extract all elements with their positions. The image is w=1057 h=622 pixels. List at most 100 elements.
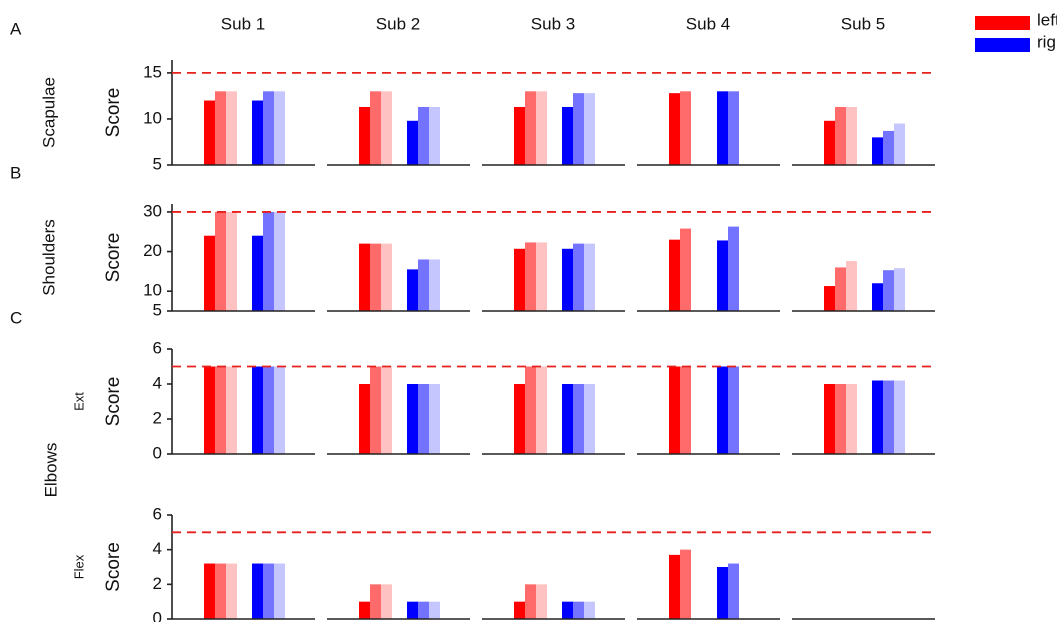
bar bbox=[370, 91, 381, 165]
y-axis-label: Score bbox=[103, 233, 124, 283]
bar bbox=[274, 366, 285, 454]
bar bbox=[872, 137, 883, 165]
bar bbox=[669, 366, 680, 454]
bar bbox=[252, 100, 263, 165]
bar bbox=[728, 226, 739, 311]
bar bbox=[418, 259, 429, 311]
bar bbox=[252, 366, 263, 454]
bar bbox=[204, 100, 215, 165]
row-label: Flex bbox=[71, 554, 86, 579]
bar bbox=[883, 380, 894, 454]
bar bbox=[680, 549, 691, 619]
y-tick-label: 4 bbox=[153, 373, 162, 392]
bar bbox=[226, 563, 237, 619]
bar bbox=[525, 584, 536, 619]
subject-title: Sub 2 bbox=[376, 14, 420, 33]
subject-title: Sub 5 bbox=[841, 14, 885, 33]
bar bbox=[573, 601, 584, 619]
panel-label: C bbox=[10, 308, 22, 327]
legend-swatch bbox=[975, 38, 1030, 52]
bar bbox=[514, 248, 525, 311]
bar bbox=[226, 91, 237, 165]
group-label: Elbows bbox=[41, 443, 60, 498]
bar bbox=[381, 584, 392, 619]
bar bbox=[872, 283, 883, 311]
bar bbox=[717, 567, 728, 619]
bar bbox=[536, 91, 547, 165]
bar bbox=[573, 243, 584, 311]
bar bbox=[894, 268, 905, 311]
bar bbox=[204, 366, 215, 454]
bar bbox=[407, 384, 418, 454]
bar bbox=[680, 91, 691, 165]
bar bbox=[562, 384, 573, 454]
bar bbox=[883, 130, 894, 165]
bar bbox=[846, 261, 857, 311]
bar bbox=[835, 267, 846, 311]
bar bbox=[584, 601, 595, 619]
bar bbox=[370, 243, 381, 311]
bar bbox=[274, 91, 285, 165]
bar bbox=[370, 366, 381, 454]
y-tick-label: 0 bbox=[153, 608, 162, 622]
subject-title: Sub 1 bbox=[221, 14, 265, 33]
bar bbox=[717, 91, 728, 165]
bar bbox=[381, 91, 392, 165]
y-tick-label: 5 bbox=[153, 300, 162, 319]
bar bbox=[429, 106, 440, 165]
panel-label: A bbox=[10, 19, 22, 38]
bar bbox=[359, 243, 370, 311]
bar bbox=[728, 563, 739, 619]
bar bbox=[359, 384, 370, 454]
bar bbox=[872, 380, 883, 454]
bar bbox=[525, 91, 536, 165]
y-tick-label: 10 bbox=[143, 108, 162, 127]
panel-label: B bbox=[10, 163, 21, 182]
bar bbox=[274, 211, 285, 311]
y-tick-label: 20 bbox=[143, 241, 162, 260]
bar bbox=[584, 93, 595, 165]
bar bbox=[215, 366, 226, 454]
bar bbox=[680, 366, 691, 454]
y-axis-label: Score bbox=[103, 542, 124, 592]
bar bbox=[536, 242, 547, 311]
bar bbox=[894, 123, 905, 165]
bar bbox=[562, 248, 573, 311]
bar bbox=[514, 601, 525, 619]
y-tick-label: 2 bbox=[153, 408, 162, 427]
subject-title: Sub 4 bbox=[686, 14, 730, 33]
y-tick-label: 2 bbox=[153, 574, 162, 593]
bar bbox=[418, 106, 429, 165]
bar bbox=[717, 366, 728, 454]
y-tick-label: 10 bbox=[143, 281, 162, 300]
bar bbox=[536, 366, 547, 454]
bar bbox=[359, 106, 370, 165]
bar bbox=[728, 366, 739, 454]
bar bbox=[263, 563, 274, 619]
bar bbox=[669, 93, 680, 165]
bar bbox=[407, 120, 418, 165]
bar bbox=[418, 384, 429, 454]
bar bbox=[846, 106, 857, 165]
bar bbox=[215, 91, 226, 165]
bar bbox=[407, 601, 418, 619]
y-tick-label: 0 bbox=[153, 443, 162, 462]
bar bbox=[274, 563, 285, 619]
legend-label: left bbox=[1037, 10, 1057, 29]
bar bbox=[514, 384, 525, 454]
bar bbox=[215, 211, 226, 311]
bar bbox=[562, 106, 573, 165]
row-label: Ext bbox=[71, 392, 86, 411]
bar bbox=[252, 235, 263, 311]
y-axis-label: Score bbox=[103, 88, 124, 138]
bar bbox=[894, 380, 905, 454]
bar bbox=[680, 228, 691, 311]
bar bbox=[429, 601, 440, 619]
bar bbox=[381, 366, 392, 454]
bar bbox=[525, 366, 536, 454]
bar bbox=[226, 211, 237, 311]
legend-swatch bbox=[975, 16, 1030, 30]
bar bbox=[573, 384, 584, 454]
bar bbox=[407, 269, 418, 311]
